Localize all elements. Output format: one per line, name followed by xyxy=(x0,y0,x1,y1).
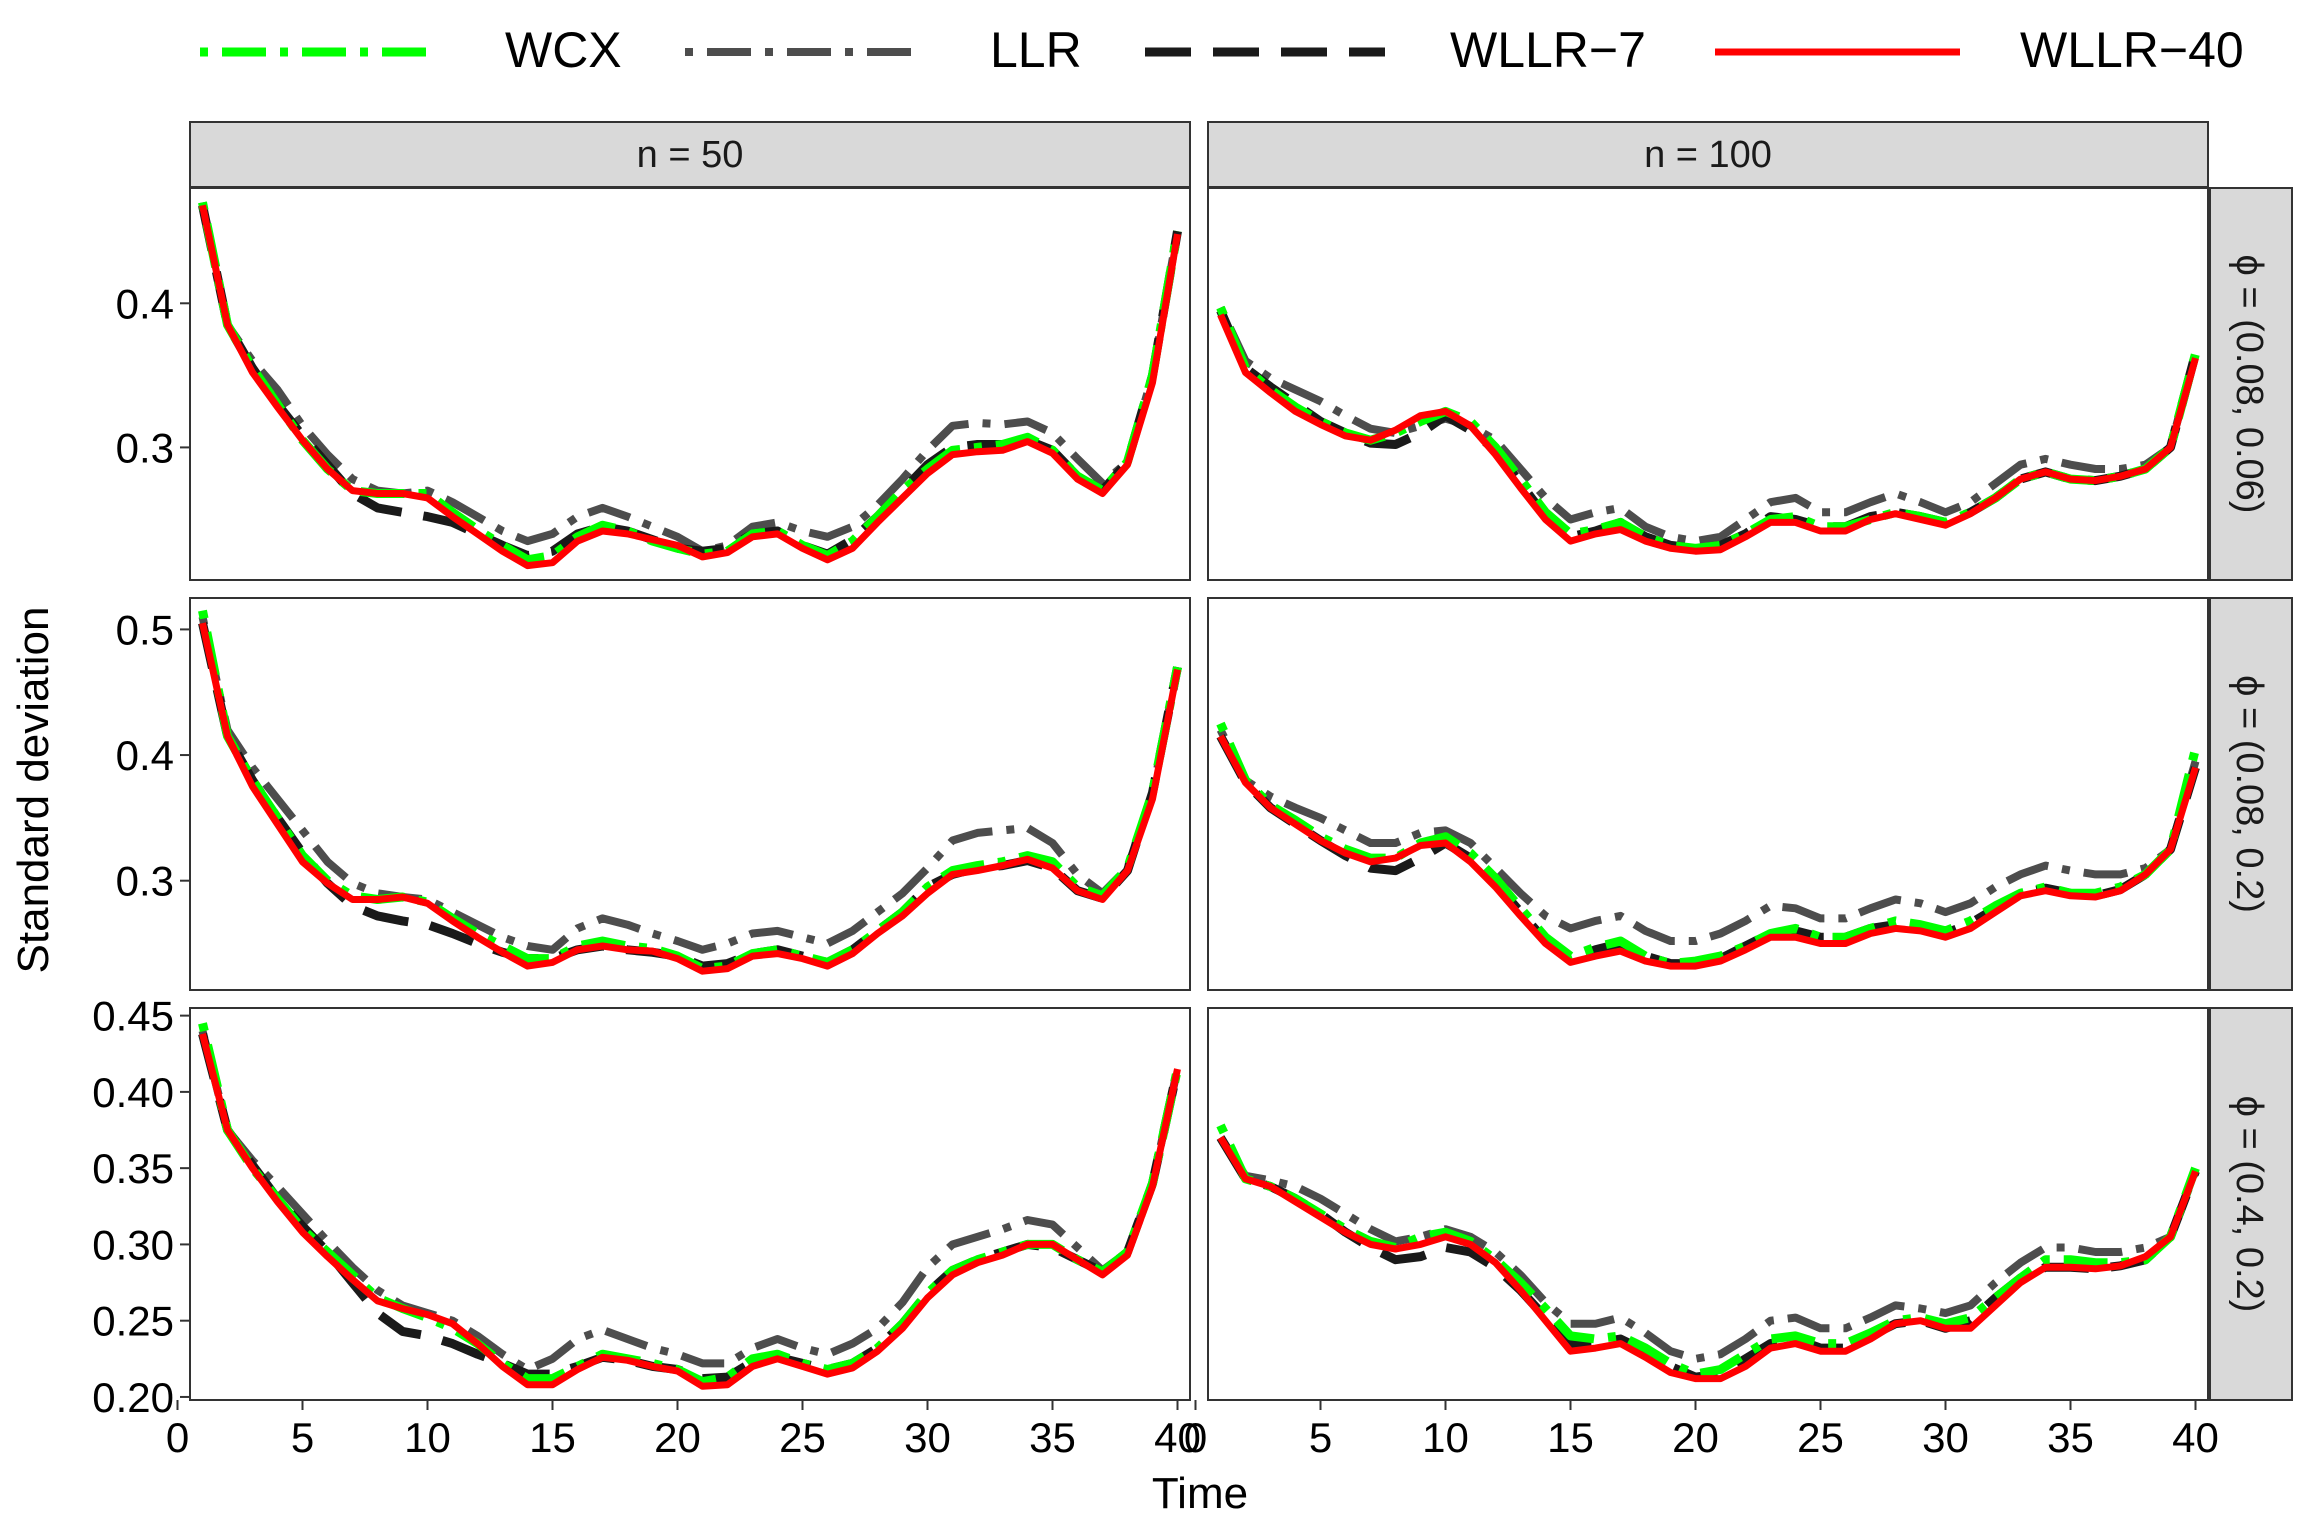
series-line-wllr-40 xyxy=(1217,1135,2199,1383)
x-tick-label: 30 xyxy=(904,1414,951,1461)
panel-r3-c2 xyxy=(1207,1007,2209,1401)
y-tick-label: 0.3 xyxy=(116,424,174,471)
row-strip-label: ϕ = (0.08, 0.06) xyxy=(2228,255,2270,514)
y-tick-label: 0.35 xyxy=(92,1145,174,1192)
y-tick-label: 0.5 xyxy=(116,606,174,653)
x-tick-label: 0 xyxy=(166,1414,189,1461)
panel-background xyxy=(1208,598,2208,990)
panel-border xyxy=(189,1007,1191,1401)
y-tick-label: 0.20 xyxy=(92,1374,174,1421)
x-tick-label: 30 xyxy=(1922,1414,1969,1461)
panel-series xyxy=(1216,721,2200,970)
x-tick-label: 40 xyxy=(2172,1414,2219,1461)
row-strip-label: ϕ = (0.4, 0.2) xyxy=(2228,1096,2270,1313)
legend: WCX LLR WLLR−7 WLLR−40 xyxy=(200,22,2244,78)
x-tick-label: 20 xyxy=(1672,1414,1719,1461)
panel-series xyxy=(1216,305,2200,555)
row-strip xyxy=(2209,187,2293,581)
series-line-wllr-40 xyxy=(1217,313,2199,555)
x-tick-label: 5 xyxy=(291,1414,314,1461)
panel-border xyxy=(189,187,1191,581)
series-line-llr xyxy=(1216,305,2200,546)
series-line-llr xyxy=(198,1029,1182,1374)
x-tick-label: 15 xyxy=(529,1414,576,1461)
x-tick-label: 25 xyxy=(1797,1414,1844,1461)
legend-item-llr: LLR xyxy=(685,22,1082,78)
panel-series xyxy=(198,201,1182,570)
series-line-wllr-40 xyxy=(1217,734,2199,970)
x-tick-label: 5 xyxy=(1309,1414,1332,1461)
panel-border xyxy=(1207,597,2209,991)
y-tick-label: 0.30 xyxy=(92,1221,174,1268)
y-tick-label: 0.40 xyxy=(92,1069,174,1116)
panel-r1-c1 xyxy=(189,187,1191,581)
x-tick-label: 10 xyxy=(404,1414,451,1461)
series-line-llr xyxy=(198,201,1182,556)
legend-label: WLLR−40 xyxy=(2020,22,2244,78)
x-tick-label: 35 xyxy=(1029,1414,1076,1461)
x-axis-label: Time xyxy=(1152,1469,1248,1518)
legend-item-wcx: WCX xyxy=(200,22,622,78)
column-strip xyxy=(189,121,1191,188)
x-tick-label: 0 xyxy=(1184,1414,1207,1461)
panel-border xyxy=(1207,187,2209,581)
panel-background xyxy=(1208,188,2208,580)
x-tick-label: 20 xyxy=(654,1414,701,1461)
x-tick-label: 40 xyxy=(1154,1414,1201,1461)
panel-r2-c2 xyxy=(1207,597,2209,991)
facet-panels xyxy=(189,187,2209,1401)
y-tick-label: 0.4 xyxy=(116,732,174,779)
panel-border xyxy=(189,597,1191,991)
series-line-wllr-40 xyxy=(199,622,1181,975)
panel-background xyxy=(1208,1008,2208,1400)
panel-r3-c1 xyxy=(189,1007,1191,1401)
x-tick-label: 15 xyxy=(1547,1414,1594,1461)
row-strip xyxy=(2209,1007,2293,1401)
x-tick-label: 25 xyxy=(779,1414,826,1461)
facet-strips: n = 50 n = 100 ϕ = (0.08, 0.06) ϕ = (0.08, … xyxy=(189,121,2293,1401)
legend-item-wllr-40: WLLR−40 xyxy=(1715,22,2244,78)
series-line-wllr-40 xyxy=(199,1033,1181,1390)
row-strip-label: ϕ = (0.08, 0.2) xyxy=(2228,675,2270,913)
axes: 0.3 0.4 0.3 0.4 0.5 0.20 0.25 0.30 0.35 0.40 0.45 0… xyxy=(92,280,2219,1461)
series-line-llr xyxy=(1216,728,2200,945)
y-tick-label: 0.25 xyxy=(92,1298,174,1345)
panel-series xyxy=(198,1022,1182,1390)
panel-background xyxy=(190,188,1190,580)
panel-r1-c2 xyxy=(1207,187,2209,581)
x-tick-label: 10 xyxy=(1422,1414,1469,1461)
y-tick-label: 0.3 xyxy=(116,858,174,905)
panel-series xyxy=(1216,1123,2200,1383)
panel-r2-c1 xyxy=(189,597,1191,991)
row-strip xyxy=(2209,597,2293,991)
y-tick-label: 0.45 xyxy=(92,993,174,1040)
column-strip xyxy=(1207,121,2209,188)
panel-background xyxy=(190,598,1190,990)
series-line-wllr-7 xyxy=(1216,734,2200,969)
legend-item-wllr-7: WLLR−7 xyxy=(1145,22,1646,78)
column-strip-label: n = 100 xyxy=(1644,134,1772,176)
series-line-llr xyxy=(1217,1135,2200,1363)
x-tick-label: 35 xyxy=(2047,1414,2094,1461)
y-tick-label: 0.4 xyxy=(116,280,174,327)
y-axis-label: Standard deviation xyxy=(9,607,58,974)
legend-label: WLLR−7 xyxy=(1450,22,1646,78)
series-line-llr xyxy=(198,615,1182,954)
legend-label: LLR xyxy=(990,22,1082,78)
series-line-wllr-40 xyxy=(199,204,1181,570)
panel-series xyxy=(198,609,1182,975)
panel-border xyxy=(1207,1007,2209,1401)
legend-label: WCX xyxy=(505,22,622,78)
column-strip-label: n = 50 xyxy=(637,134,744,176)
panel-background xyxy=(190,1008,1190,1400)
